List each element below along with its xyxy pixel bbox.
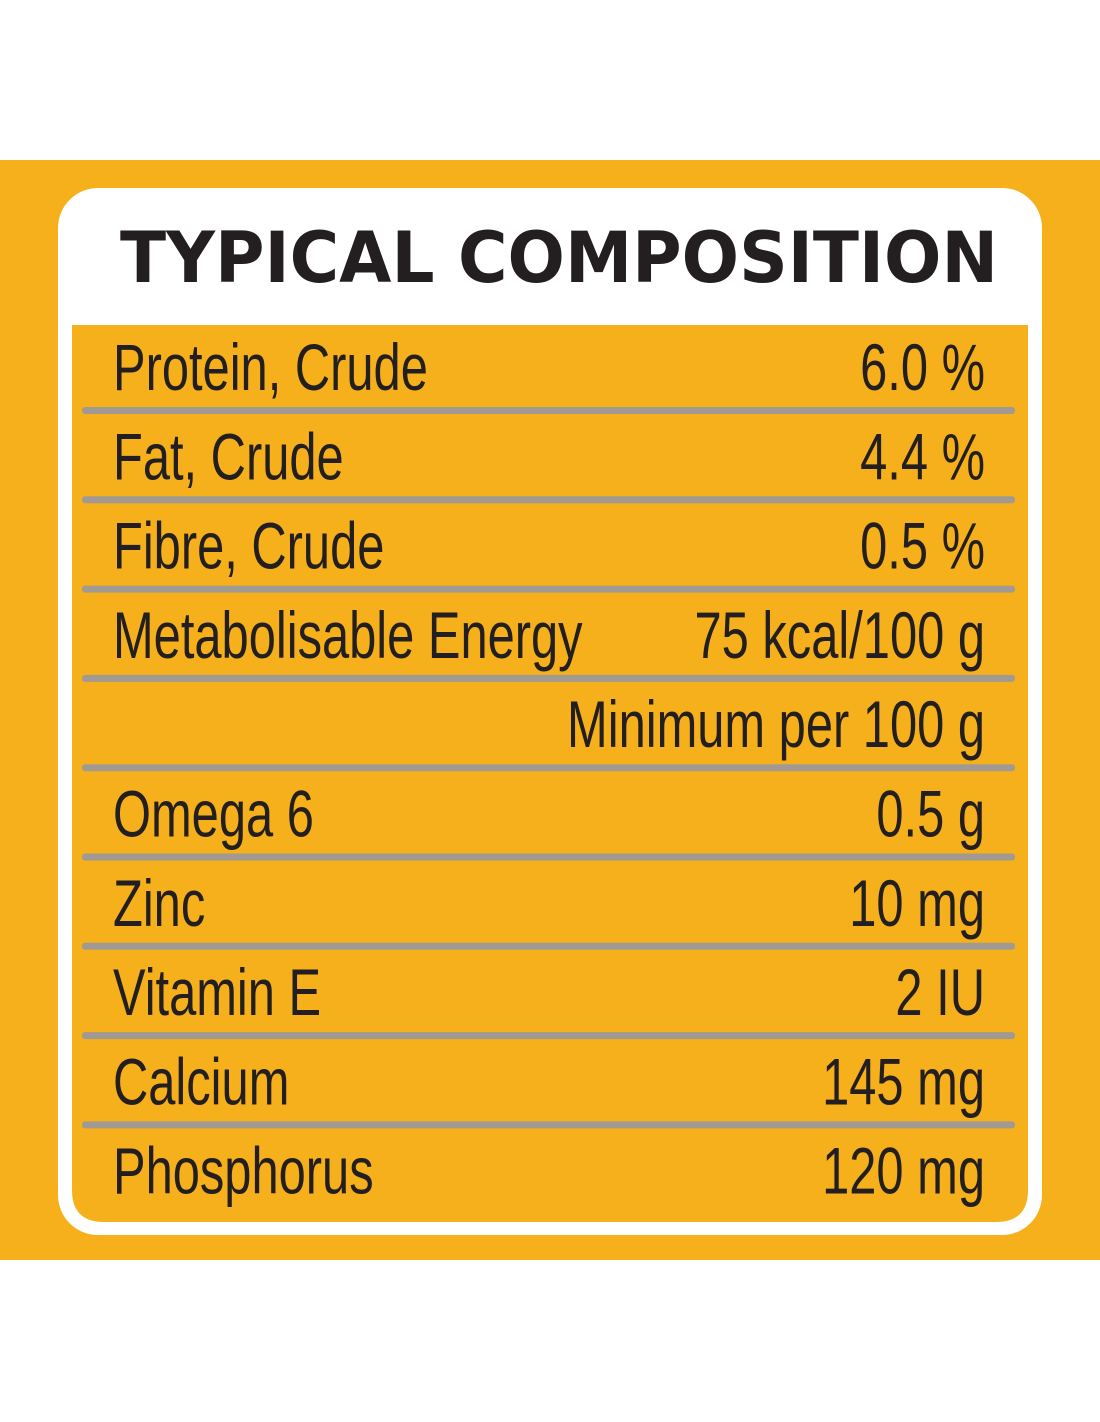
nutrient-value: 6.0 %	[860, 331, 985, 405]
nutrient-value: 2 IU	[895, 956, 985, 1030]
title: TYPICAL COMPOSITION	[120, 217, 998, 299]
nutrient-value: 120 mg	[822, 1135, 985, 1209]
row-separator	[82, 1032, 1015, 1040]
nutrient-name: Fibre, Crude	[113, 509, 384, 583]
row-separator	[82, 1121, 1015, 1129]
nutrient-name: Omega 6	[113, 777, 314, 851]
row-separator	[82, 585, 1015, 593]
row-separator	[82, 674, 1015, 682]
nutrient-name: Zinc	[113, 867, 205, 941]
nutrient-value: 75 kcal/100 g	[695, 599, 985, 673]
nutrient-value: 0.5 %	[860, 509, 985, 583]
nutrient-value: 0.5 g	[876, 777, 985, 851]
nutrient-name: Protein, Crude	[113, 331, 428, 405]
nutrient-name: Metabolisable Energy	[113, 599, 583, 673]
row-separator	[82, 853, 1015, 861]
nutrient-value: 10 mg	[849, 867, 985, 941]
nutrient-name: Vitamin E	[113, 956, 321, 1030]
group-heading: Minimum per 100 g	[567, 688, 985, 762]
row-separator	[82, 407, 1015, 414]
table-panel	[72, 325, 1028, 1222]
row-separator	[82, 496, 1015, 504]
nutrient-value: 4.4 %	[860, 420, 985, 494]
row-separator	[82, 942, 1015, 950]
row-separator	[82, 764, 1015, 772]
nutrient-name: Phosphorus	[113, 1135, 374, 1209]
table: Protein, Crude 6.0 % Fat, Crude 4.4 % Fibre,…	[82, 331, 1015, 1209]
nutrient-name: Calcium	[113, 1045, 289, 1119]
nutrient-name: Fat, Crude	[113, 420, 344, 494]
nutrient-value: 145 mg	[822, 1045, 985, 1119]
